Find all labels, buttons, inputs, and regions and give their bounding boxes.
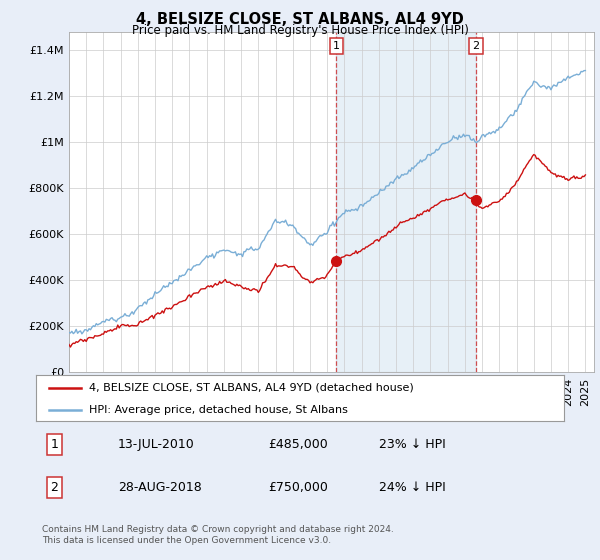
Text: Price paid vs. HM Land Registry's House Price Index (HPI): Price paid vs. HM Land Registry's House … xyxy=(131,24,469,37)
Text: £485,000: £485,000 xyxy=(268,438,328,451)
Text: Contains HM Land Registry data © Crown copyright and database right 2024.
This d: Contains HM Land Registry data © Crown c… xyxy=(42,525,394,545)
Bar xyxy=(337,32,476,372)
Text: 2: 2 xyxy=(473,41,479,51)
Text: 23% ↓ HPI: 23% ↓ HPI xyxy=(379,438,446,451)
Text: 1: 1 xyxy=(50,438,58,451)
Text: 24% ↓ HPI: 24% ↓ HPI xyxy=(379,481,446,494)
Text: 2: 2 xyxy=(50,481,58,494)
Text: £750,000: £750,000 xyxy=(268,481,328,494)
Text: HPI: Average price, detached house, St Albans: HPI: Average price, detached house, St A… xyxy=(89,405,347,414)
Text: 4, BELSIZE CLOSE, ST ALBANS, AL4 9YD: 4, BELSIZE CLOSE, ST ALBANS, AL4 9YD xyxy=(136,12,464,27)
Text: 4, BELSIZE CLOSE, ST ALBANS, AL4 9YD (detached house): 4, BELSIZE CLOSE, ST ALBANS, AL4 9YD (de… xyxy=(89,382,413,393)
Text: 28-AUG-2018: 28-AUG-2018 xyxy=(118,481,202,494)
Text: 13-JUL-2010: 13-JUL-2010 xyxy=(118,438,194,451)
Text: 1: 1 xyxy=(333,41,340,51)
